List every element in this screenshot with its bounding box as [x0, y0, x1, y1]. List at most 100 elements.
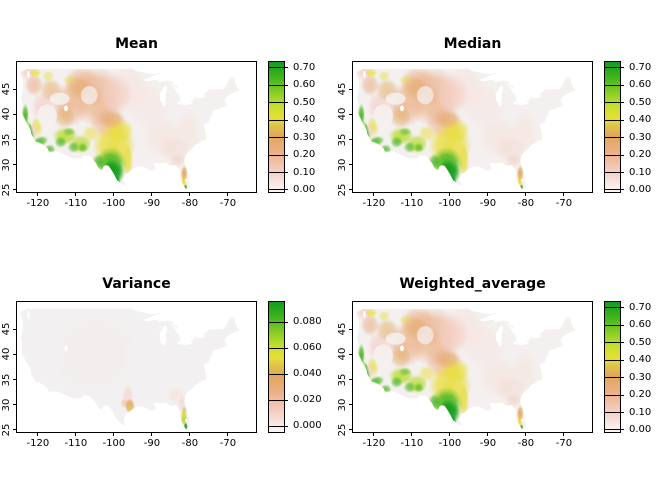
legend-tick: [269, 102, 288, 104]
x-axis-tick: [151, 432, 153, 436]
legend-tick-label: 0.080: [293, 316, 322, 328]
legend-tick-label: 0.50: [293, 96, 316, 108]
legend-tick: [605, 394, 624, 396]
x-axis-tick-label: -90: [479, 438, 497, 449]
y-axis-tick-label: 30: [337, 398, 348, 412]
panel-title: Median: [443, 36, 502, 52]
x-axis-tick-label: -80: [181, 438, 199, 449]
y-axis-tick: [349, 189, 353, 191]
x-axis-tick: [373, 432, 375, 436]
x-axis-tick-label: -70: [555, 198, 573, 209]
legend-tick-label: 0.60: [629, 319, 652, 331]
x-axis-tick: [563, 432, 565, 436]
legend-tick-label: 0.00: [629, 423, 652, 435]
legend-tick-label: 0.10: [293, 166, 316, 178]
legend-colorbar: [604, 301, 621, 433]
y-axis-tick-label: 25: [1, 423, 12, 437]
x-axis-tick-label: -120: [362, 198, 386, 209]
y-axis-tick-label: 40: [1, 348, 12, 361]
x-axis-tick-label: -120: [26, 198, 50, 209]
x-axis-tick: [525, 192, 527, 196]
y-axis-tick-label: 40: [1, 108, 12, 121]
legend-tick-label: 0.20: [629, 389, 652, 401]
legend-tick-label: 0.70: [629, 61, 652, 73]
legend-tick-label: 0.50: [629, 96, 652, 108]
x-axis-tick: [75, 432, 77, 436]
x-axis-tick: [113, 192, 115, 196]
x-axis-tick-label: -90: [143, 198, 161, 209]
legend-tick-label: 0.00: [629, 183, 652, 195]
x-axis-tick-label: -70: [555, 438, 573, 449]
legend-tick: [605, 412, 624, 413]
legend-tick-label: 0.50: [629, 336, 652, 348]
y-axis-tick-label: 40: [337, 348, 348, 361]
legend-tick-label: 0.40: [293, 114, 316, 126]
panel-title: Weighted_average: [399, 276, 546, 292]
us-raster-map-mean: [17, 62, 256, 192]
y-axis-tick: [13, 404, 17, 406]
legend-tick: [605, 324, 624, 326]
x-axis-tick-label: -110: [400, 438, 424, 449]
x-axis-tick-label: -80: [517, 198, 535, 209]
us-raster-map-variance: [17, 302, 256, 432]
legend-tick-label: 0.10: [629, 166, 652, 178]
y-axis-tick: [349, 113, 353, 115]
x-axis-tick: [37, 432, 39, 436]
legend-tick-label: 0.30: [629, 371, 652, 383]
panel-title: Variance: [102, 276, 171, 292]
legend-tick: [605, 429, 624, 431]
legend-tick-label: 0.30: [293, 131, 316, 143]
panel-title: Mean: [115, 36, 158, 52]
x-axis-tick: [227, 192, 229, 196]
y-axis-tick-label: 45: [1, 322, 12, 336]
legend-tick-label: 0.70: [629, 301, 652, 313]
legend-tick: [269, 154, 288, 156]
legend-tick: [605, 84, 624, 86]
legend-tick-label: 0.30: [629, 131, 652, 143]
x-axis-tick-label: -80: [517, 438, 535, 449]
x-axis-tick: [449, 432, 451, 436]
panel-mean: Mean -120 -110 -100 -90 -80 -70 25 30 35 40 45 0.00…: [0, 0, 336, 240]
legend-colorbar: [268, 61, 285, 193]
panel-median: Median -120 -110 -100 -90 -80 -70 25 30 35 40 45 0.…: [336, 0, 672, 240]
legend-tick: [269, 189, 288, 191]
y-axis-tick: [349, 353, 353, 355]
legend-tick-label: 0.40: [629, 114, 652, 126]
us-raster-map-weighted-average: [353, 302, 592, 432]
legend-tick: [269, 425, 288, 427]
y-axis-tick: [13, 88, 17, 90]
y-axis-tick: [349, 379, 353, 381]
legend-tick-label: 0.020: [293, 394, 322, 406]
legend-tick: [605, 307, 624, 309]
y-axis-tick: [13, 164, 17, 166]
y-axis-tick-label: 35: [337, 373, 348, 386]
x-axis-tick: [449, 192, 451, 196]
legend-tick: [605, 102, 624, 104]
x-axis-tick: [113, 432, 115, 436]
us-raster-map-median: [353, 62, 592, 192]
y-axis-tick: [349, 429, 353, 431]
legend-tick-label: 0.040: [293, 368, 322, 380]
legend-tick: [605, 119, 624, 121]
x-axis-tick-label: -110: [64, 198, 88, 209]
legend-tick-label: 0.10: [629, 406, 652, 418]
y-axis-tick: [13, 113, 17, 115]
y-axis-tick: [349, 404, 353, 406]
legend-tick-label: 0.000: [293, 420, 322, 432]
x-axis-tick: [373, 192, 375, 196]
legend-tick: [605, 342, 624, 344]
x-axis-tick: [411, 192, 413, 196]
y-axis-tick-label: 35: [337, 133, 348, 146]
x-axis-tick-label: -100: [438, 438, 462, 449]
legend-colorbar: [604, 61, 621, 193]
legend-tick: [605, 154, 624, 156]
y-axis-tick-label: 35: [1, 373, 12, 386]
x-axis-tick: [189, 192, 191, 196]
legend-tick: [269, 172, 288, 173]
x-axis-tick: [75, 192, 77, 196]
x-axis-tick-label: -70: [219, 198, 237, 209]
y-axis-tick-label: 25: [1, 183, 12, 197]
x-axis-tick: [563, 192, 565, 196]
legend-tick: [605, 377, 624, 379]
